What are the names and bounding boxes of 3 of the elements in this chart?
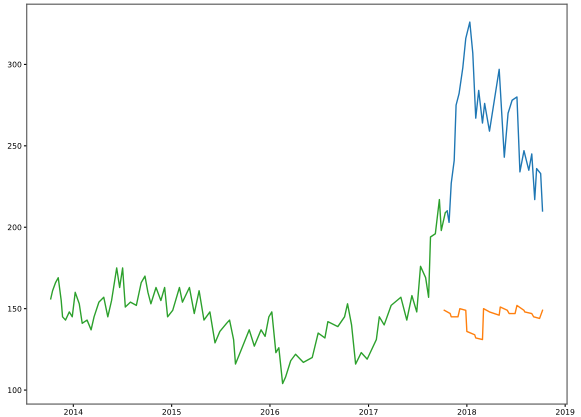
line-series [50,198,448,384]
line-series [446,21,544,224]
line-series [444,304,544,340]
